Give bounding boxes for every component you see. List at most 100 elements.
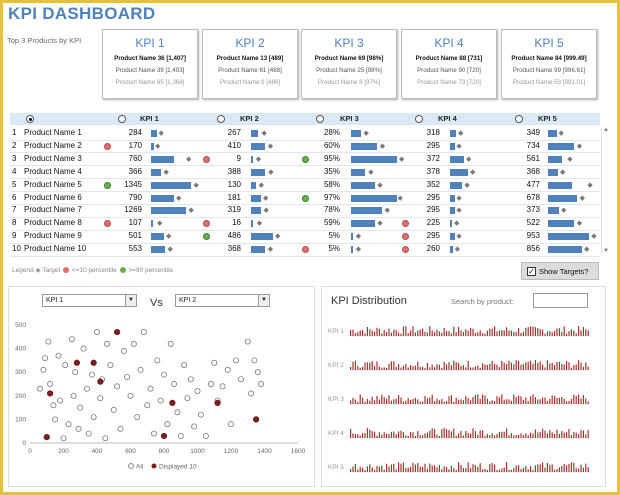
distribution-bar bbox=[575, 432, 577, 438]
radio-kpi-2[interactable] bbox=[217, 115, 225, 123]
target-icon: ◆ bbox=[456, 142, 462, 150]
scroll-up-icon[interactable]: ▲ bbox=[603, 127, 609, 133]
kpi-3-value: 5% bbox=[328, 231, 340, 241]
distribution-bar bbox=[400, 367, 402, 370]
distribution-bar bbox=[362, 329, 364, 336]
radio-kpi-1[interactable] bbox=[118, 115, 126, 123]
show-targets-checkbox[interactable]: ✓ bbox=[527, 267, 536, 276]
kpi-3-bar bbox=[351, 155, 397, 163]
distribution-bar bbox=[508, 469, 510, 472]
distribution-bar bbox=[530, 432, 532, 438]
distribution-bar bbox=[378, 432, 380, 438]
target-icon: ◆ bbox=[591, 233, 597, 241]
distribution-bar bbox=[508, 360, 510, 370]
distribution-bar bbox=[402, 365, 404, 370]
table-row[interactable]: 6 Product Name 6 790 ◆ 181 ◆ 97% ◆ 295 ◆ 678 ◆ bbox=[10, 192, 600, 205]
kpi-1-bar bbox=[151, 246, 165, 254]
distribution-bar bbox=[426, 432, 428, 438]
distribution-bar bbox=[378, 399, 380, 404]
table-row[interactable]: 5 Product Name 5 1345 ◆ 130 ◆ 58% ◆ 352 ◆ 477 ◆ bbox=[10, 179, 600, 192]
distribution-bar bbox=[359, 394, 361, 404]
radio-kpi-3[interactable] bbox=[316, 115, 324, 123]
distribution-bar bbox=[438, 331, 440, 336]
table-row[interactable]: 8 Product Name 8 107 ◆ 16 ◆ 59% ◆ 225 ◆ 522 ◆ bbox=[10, 217, 600, 230]
distribution-bar bbox=[534, 397, 536, 404]
distribution-bar bbox=[436, 398, 438, 404]
chevron-down-icon[interactable]: ▼ bbox=[125, 295, 136, 306]
search-input[interactable] bbox=[533, 293, 588, 308]
radio-all[interactable] bbox=[26, 115, 34, 123]
scatter-point bbox=[197, 411, 204, 418]
distribution-bar bbox=[585, 362, 587, 370]
distribution-bar bbox=[542, 329, 544, 336]
distribution-bar bbox=[381, 367, 383, 370]
distribution-bar bbox=[578, 434, 580, 438]
radio-kpi-4[interactable] bbox=[415, 115, 423, 123]
table-row[interactable]: 9 Product Name 9 501 ◆ 486 ◆ 5% ◆ 295 ◆ 953 ◆ bbox=[10, 230, 600, 243]
kpi-2-value: 388 bbox=[227, 166, 241, 176]
low-percentile-icon bbox=[203, 220, 210, 228]
scroll-down-icon[interactable]: ▼ bbox=[603, 248, 609, 254]
kpi-5-bar bbox=[548, 168, 558, 176]
chevron-down-icon[interactable]: ▼ bbox=[258, 295, 269, 306]
kpi-2-bar bbox=[251, 142, 266, 150]
distribution-bar bbox=[546, 401, 548, 404]
low-percentile-icon bbox=[402, 233, 409, 241]
distribution-bar bbox=[501, 330, 503, 336]
scatter-point bbox=[127, 392, 134, 399]
distribution-bar bbox=[506, 327, 508, 336]
kpi-y-select[interactable]: KPI 2 ▼ bbox=[175, 294, 270, 307]
distribution-bar bbox=[354, 360, 356, 370]
distribution-bar bbox=[448, 396, 450, 404]
table-row[interactable]: 10 Product Name 10 553 ◆ 368 ◆ 5% ◆ 260 ◆ 856 ◆ bbox=[10, 243, 600, 256]
distribution-bar bbox=[369, 400, 371, 404]
distribution-bar bbox=[436, 364, 438, 370]
distribution-bar bbox=[537, 464, 539, 472]
distribution-bar bbox=[376, 361, 378, 370]
target-icon: ◆ bbox=[377, 181, 383, 189]
distribution-bar bbox=[544, 467, 546, 472]
distribution-bar bbox=[426, 398, 428, 404]
product-name: Product Name 7 bbox=[24, 205, 82, 215]
kpi-4-value: 378 bbox=[426, 166, 440, 176]
table-row[interactable]: 7 Product Name 7 1269 ◆ 319 ◆ 78% ◆ 295 ◆ 373 ◆ bbox=[10, 204, 600, 217]
distribution-bar bbox=[371, 330, 373, 336]
kpi-5-value: 368 bbox=[526, 166, 540, 176]
row-number: 10 bbox=[12, 244, 21, 254]
target-icon: ◆ bbox=[158, 130, 164, 137]
distribution-bar bbox=[518, 434, 520, 438]
distribution-bar bbox=[563, 463, 565, 472]
scatter-point bbox=[244, 338, 251, 345]
distribution-bar bbox=[582, 395, 584, 404]
target-icon: ◆ bbox=[363, 130, 369, 137]
distribution-bar bbox=[378, 366, 380, 370]
table-row[interactable]: 2 Product Name 2 170 ◆ 410 ◆ 60% ◆ 295 ◆ 734 ◆ bbox=[10, 140, 600, 153]
distribution-bar bbox=[558, 328, 560, 336]
kpi-2-bar bbox=[251, 130, 259, 137]
kpi-5-value: 678 bbox=[526, 192, 540, 202]
show-targets-toggle[interactable]: ✓ Show Targets? bbox=[521, 262, 599, 280]
distribution-bar bbox=[587, 330, 589, 336]
distribution-bar bbox=[450, 333, 452, 336]
kpi-1-bar bbox=[151, 194, 174, 202]
table-row[interactable]: 1 Product Name 1 284 ◆ 267 ◆ 28% ◆ 318 ◆ 349 ◆ bbox=[10, 127, 600, 140]
distribution-bar bbox=[381, 465, 383, 472]
table-row[interactable]: 4 Product Name 4 366 ◆ 388 ◆ 35% ◆ 378 ◆ 368 ◆ bbox=[10, 166, 600, 179]
distribution-bar bbox=[477, 434, 479, 438]
scatter-point bbox=[254, 369, 261, 376]
distribution-bar bbox=[472, 328, 474, 336]
distribution-bar bbox=[544, 367, 546, 370]
distribution-bar bbox=[539, 399, 541, 404]
kpi-x-select[interactable]: KPI 1 ▼ bbox=[42, 294, 137, 307]
distribution-bar bbox=[376, 435, 378, 438]
distribution-bar bbox=[465, 396, 467, 404]
table-scrollbar[interactable]: ▲ ▼ bbox=[601, 127, 611, 254]
table-row[interactable]: 3 Product Name 3 760 ◆ 9 ◆ 95% ◆ 372 ◆ 561 ◆ bbox=[10, 153, 600, 166]
distribution-bar bbox=[542, 364, 544, 370]
distribution-bar bbox=[498, 469, 500, 472]
kpi-4-value: 372 bbox=[426, 153, 440, 163]
distribution-bar bbox=[398, 431, 400, 438]
radio-kpi-5[interactable] bbox=[515, 115, 523, 123]
scatter-point bbox=[75, 425, 82, 432]
distribution-bar bbox=[350, 469, 352, 472]
